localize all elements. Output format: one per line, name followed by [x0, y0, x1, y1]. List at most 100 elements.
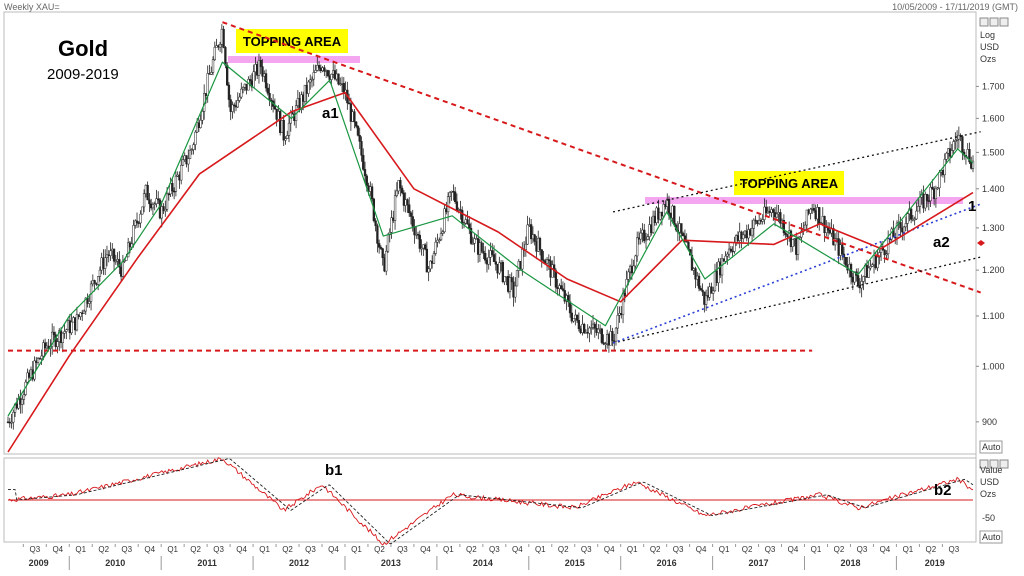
candle-body: [213, 47, 216, 60]
candle-body: [266, 87, 269, 94]
candle-body: [402, 192, 406, 206]
candle-body: [812, 207, 816, 211]
candle-body: [883, 249, 886, 256]
candle-body: [763, 206, 766, 220]
candle-body: [899, 222, 902, 229]
candle-body: [724, 255, 727, 262]
candle-body: [446, 196, 450, 213]
long-term-resistance-line: [222, 21, 981, 294]
quarter-label: Q3: [305, 545, 316, 554]
candle-body: [337, 73, 340, 85]
candle-body: [494, 261, 497, 265]
year-label: 2012: [289, 558, 309, 568]
candle-body: [800, 230, 803, 238]
candle-body: [775, 213, 778, 218]
candle-body: [236, 100, 239, 108]
candle-body: [218, 44, 222, 48]
candle-body: [70, 321, 73, 334]
candle-body: [227, 84, 231, 100]
quarter-label: Q1: [903, 545, 914, 554]
quarter-label: Q2: [834, 545, 845, 554]
price-tick-label: 1.100: [982, 311, 1005, 321]
candle-body: [20, 399, 24, 405]
candle-body: [803, 224, 807, 230]
candle-body: [206, 73, 209, 96]
candle-body: [551, 264, 554, 278]
quarter-label: Q1: [443, 545, 454, 554]
year-label: 2018: [840, 558, 860, 568]
candle-body: [614, 327, 618, 342]
price-tick-label: 1.300: [982, 223, 1005, 233]
candle-body: [752, 219, 755, 229]
candle-body: [487, 257, 490, 265]
candle-body: [112, 248, 116, 262]
candle-body: [782, 220, 786, 234]
candle-body: [22, 394, 26, 400]
candle-body: [36, 358, 40, 363]
candle-body: [590, 327, 593, 329]
candle-body: [310, 78, 314, 81]
candle-body: [40, 355, 43, 359]
candle-body: [526, 224, 529, 245]
candle-body: [376, 225, 379, 244]
maximize-icon[interactable]: [989, 17, 999, 27]
candle-body: [841, 244, 844, 255]
candle-body: [134, 220, 137, 226]
candle-body: [63, 331, 66, 334]
moving-averages: [7, 61, 974, 453]
candle-body: [222, 28, 225, 48]
candle-body: [602, 342, 605, 345]
candle-body: [572, 318, 575, 322]
label-a2: a2: [933, 234, 950, 251]
candle-body: [390, 217, 393, 233]
candle-body: [381, 248, 384, 258]
osc-auto-button[interactable]: [979, 530, 1003, 544]
quarter-label: Q4: [512, 545, 523, 554]
minimize-icon[interactable]: [979, 17, 989, 27]
candle-body: [259, 59, 262, 67]
candle-body: [636, 237, 639, 257]
year-label: 2015: [565, 558, 585, 568]
price-auto-button[interactable]: [979, 440, 1003, 454]
candle-body: [876, 256, 879, 269]
candle-body: [681, 233, 685, 237]
candle-body: [282, 119, 285, 141]
close-icon[interactable]: [999, 17, 1009, 27]
candle-body: [317, 65, 321, 69]
candle-body: [892, 228, 895, 238]
price-tick-label: 900: [982, 417, 997, 427]
osc-maximize-icon[interactable]: [989, 459, 999, 469]
quarter-label: Q3: [673, 545, 684, 554]
candle-body: [130, 243, 133, 248]
candle-body: [201, 111, 204, 121]
panel-controls[interactable]: [979, 17, 1009, 469]
topping-area-label-box-1: [236, 29, 348, 53]
candle-body: [146, 184, 149, 201]
candle-body: [79, 312, 82, 318]
year-label: 2019: [925, 558, 945, 568]
candle-body: [167, 193, 170, 196]
candle-body: [482, 250, 485, 254]
candle-body: [300, 94, 303, 110]
osc-minimize-icon[interactable]: [979, 459, 989, 469]
candle-body: [326, 70, 330, 77]
candle-body: [925, 194, 929, 201]
candle-body: [194, 131, 197, 145]
candle-body: [484, 253, 487, 261]
osc-close-icon[interactable]: [999, 459, 1009, 469]
candle-body: [151, 204, 155, 209]
candle-body: [468, 223, 471, 229]
quarter-label: Q1: [811, 545, 822, 554]
candle-body: [436, 239, 439, 243]
candle-body: [538, 237, 542, 250]
candle-body: [98, 269, 102, 277]
quarter-label: Q1: [535, 545, 546, 554]
label-a1: a1: [322, 105, 339, 122]
candle-body: [461, 210, 464, 224]
candle-body: [65, 329, 68, 332]
candle-body: [639, 232, 642, 240]
candle-body: [554, 270, 558, 288]
candle-body: [913, 218, 916, 221]
candle-body: [704, 295, 708, 305]
